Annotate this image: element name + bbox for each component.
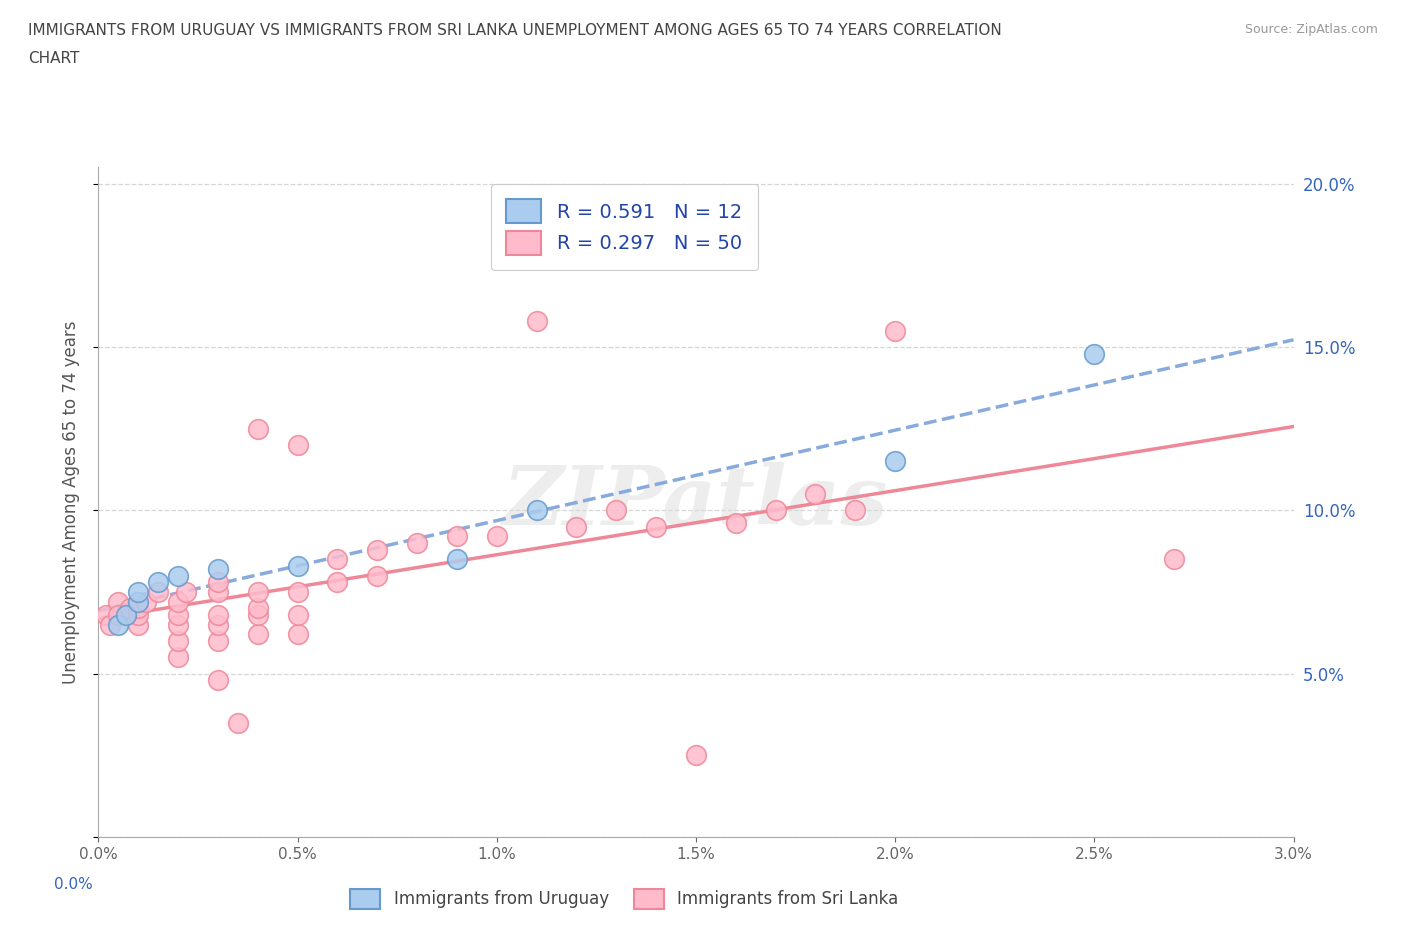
Point [645, 519, 668, 534]
Text: Source: ZipAtlas.com: Source: ZipAtlas.com [1244, 23, 1378, 36]
Point [565, 519, 588, 534]
Point [406, 536, 429, 551]
Point [127, 601, 149, 616]
Point [287, 585, 309, 600]
Point [366, 568, 388, 583]
Point [287, 627, 309, 642]
Point [148, 585, 170, 600]
Point [485, 529, 508, 544]
Point [326, 575, 349, 590]
Point [526, 503, 548, 518]
Point [167, 607, 190, 622]
Point [167, 650, 190, 665]
Point [167, 633, 190, 648]
Point [207, 607, 229, 622]
Point [98, 618, 122, 632]
Point [148, 575, 170, 590]
Point [167, 618, 190, 632]
Point [107, 594, 129, 609]
Point [107, 607, 129, 622]
Point [804, 486, 827, 501]
Point [127, 607, 149, 622]
Point [207, 672, 229, 687]
Point [207, 575, 229, 590]
Point [127, 618, 149, 632]
Text: ZIPatlas: ZIPatlas [503, 462, 889, 542]
Point [167, 568, 190, 583]
Point [287, 558, 309, 573]
Y-axis label: Unemployment Among Ages 65 to 74 years: Unemployment Among Ages 65 to 74 years [62, 321, 80, 684]
Point [115, 607, 138, 622]
Point [107, 618, 129, 632]
Point [605, 503, 627, 518]
Point [446, 551, 468, 566]
Point [287, 607, 309, 622]
Point [96, 607, 118, 622]
Point [366, 542, 388, 557]
Point [135, 594, 157, 609]
Text: 0.0%: 0.0% [53, 877, 93, 892]
Point [1163, 551, 1185, 566]
Point [884, 454, 907, 469]
Point [246, 601, 269, 616]
Point [844, 503, 866, 518]
Legend: Immigrants from Uruguay, Immigrants from Sri Lanka: Immigrants from Uruguay, Immigrants from… [343, 882, 905, 916]
Point [526, 313, 548, 328]
Point [207, 562, 229, 577]
Point [127, 594, 149, 609]
Point [246, 627, 269, 642]
Point [226, 715, 249, 730]
Point [326, 551, 349, 566]
Point [207, 585, 229, 600]
Point [246, 585, 269, 600]
Point [446, 529, 468, 544]
Point [246, 607, 269, 622]
Point [174, 585, 197, 600]
Point [1083, 346, 1105, 361]
Point [765, 503, 787, 518]
Point [246, 421, 269, 436]
Text: IMMIGRANTS FROM URUGUAY VS IMMIGRANTS FROM SRI LANKA UNEMPLOYMENT AMONG AGES 65 : IMMIGRANTS FROM URUGUAY VS IMMIGRANTS FR… [28, 23, 1002, 38]
Point [685, 748, 707, 763]
Text: CHART: CHART [28, 51, 80, 66]
Point [884, 324, 907, 339]
Point [207, 633, 229, 648]
Point [287, 438, 309, 453]
Point [207, 618, 229, 632]
Point [120, 601, 142, 616]
Point [127, 585, 149, 600]
Point [724, 516, 747, 531]
Point [167, 594, 190, 609]
